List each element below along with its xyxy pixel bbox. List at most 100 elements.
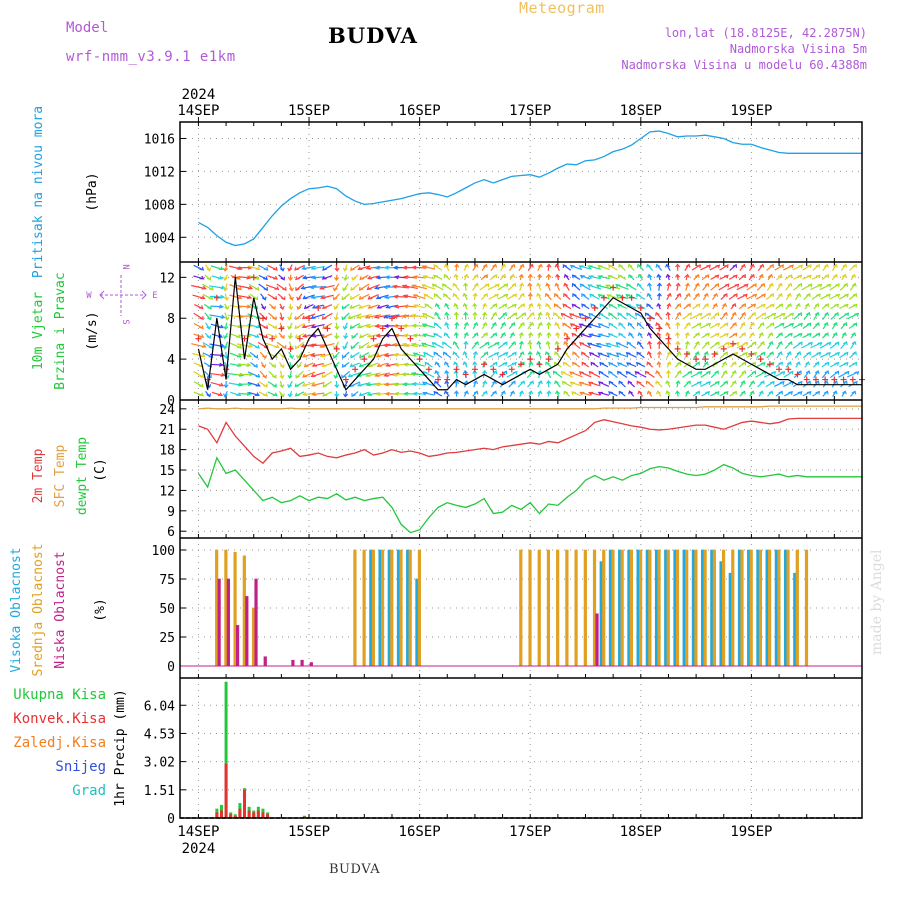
wind-arrow	[556, 341, 560, 350]
wind-arrowhead	[431, 283, 437, 288]
wind-arrowhead	[590, 303, 596, 308]
wind-arrowhead	[578, 323, 584, 328]
wind-arrowhead	[246, 362, 252, 367]
wind-arrowhead	[494, 293, 499, 298]
wind-arrowhead	[714, 312, 720, 317]
wind-arrowhead	[375, 295, 381, 300]
wind-arrowhead	[367, 295, 373, 300]
wind-arrowhead	[581, 351, 586, 356]
wind-arrowhead	[263, 392, 268, 397]
wind-arrowhead	[795, 302, 801, 307]
wind-arrowhead	[824, 370, 830, 375]
wind-arrowhead	[343, 335, 349, 340]
wind-arrowhead	[303, 305, 309, 310]
cloud-mid-bar	[666, 549, 670, 667]
wind-arrowhead	[852, 303, 858, 308]
cloud-mid-bar	[528, 549, 532, 667]
wind-arrowhead	[741, 303, 746, 308]
cloud-low-bar	[300, 659, 304, 667]
wind-arrowhead	[844, 293, 849, 298]
precip-conv-bar	[233, 816, 237, 818]
wind-arrowhead	[637, 273, 643, 278]
wind-arrowhead	[555, 331, 561, 336]
wind-arrowhead	[797, 312, 803, 317]
wind-arrowhead	[207, 305, 212, 310]
wind-arrowhead	[587, 265, 593, 270]
wind-arrowhead	[410, 372, 417, 377]
wind-gust-marker	[554, 345, 561, 352]
wind-arrowhead	[271, 364, 276, 368]
wind-arrowhead	[453, 302, 459, 307]
wind-arrowhead	[263, 266, 269, 271]
cloud-low-label: Niska Oblacnost	[53, 551, 68, 668]
wind-arrowhead	[383, 314, 389, 319]
wind-arrowhead	[483, 292, 489, 297]
wind-arrowhead	[301, 315, 307, 320]
wind-arrowhead	[294, 325, 300, 330]
wind-arrowhead	[581, 293, 586, 298]
wind-arrow	[658, 293, 661, 300]
wind-arrowhead	[322, 392, 328, 397]
wind-arrowhead	[655, 370, 661, 375]
wind-arrowhead	[714, 332, 720, 337]
wind-arrowhead	[771, 312, 777, 317]
wind-arrowhead	[636, 322, 642, 327]
wind-arrowhead	[714, 391, 720, 396]
wind-gust-marker	[398, 325, 405, 332]
wind-arrow	[237, 295, 252, 299]
wind-arrowhead	[383, 353, 390, 358]
wind-arrowhead	[713, 292, 719, 297]
wind-arrow	[667, 341, 670, 349]
cloud-mid-label: Srednja Oblacnost	[31, 543, 46, 676]
wind-arrowhead	[484, 283, 490, 288]
wind-arrowhead	[617, 303, 623, 308]
wind-arrowhead	[246, 353, 253, 358]
temp-2m-line	[198, 417, 862, 465]
wind-gust-marker	[444, 376, 451, 383]
wind-arrowhead	[814, 361, 820, 366]
clouds-ytick-label: 25	[159, 631, 175, 646]
wind-arrowhead	[777, 273, 783, 278]
wind-arrowhead	[618, 332, 623, 337]
wind-arrowhead	[358, 304, 364, 309]
wind-gust-marker	[628, 294, 635, 301]
wind-arrowhead	[519, 351, 525, 356]
wind-arrowhead	[483, 351, 489, 356]
wind-arrowhead	[646, 332, 652, 337]
wind-arrowhead	[704, 341, 710, 346]
wind-arrowhead	[579, 283, 585, 288]
wind-arrowhead	[401, 382, 408, 387]
wind-arrowhead	[444, 380, 450, 385]
wind-arrowhead	[359, 334, 364, 339]
wind-arrowhead	[519, 340, 525, 345]
wind-arrowhead	[752, 283, 757, 288]
wind-arrowhead	[199, 392, 205, 397]
wind-arrow	[365, 314, 382, 319]
wind-arrowhead	[503, 293, 509, 298]
wind-arrowhead	[834, 312, 839, 317]
wind-arrowhead	[597, 352, 603, 357]
wind-arrowhead	[562, 322, 567, 327]
wind-arrowhead	[321, 275, 327, 280]
wind-arrowhead	[749, 332, 755, 337]
wind-arrowhead	[247, 295, 253, 300]
wind-arrowhead	[777, 282, 783, 287]
wind-arrowhead	[779, 322, 785, 327]
precip-conv-bar	[256, 810, 260, 818]
wind-arrowhead	[734, 283, 740, 288]
wind-gust-marker	[619, 294, 626, 301]
wind-gust-marker	[665, 335, 672, 342]
wind-arrowhead	[636, 282, 642, 287]
wind-gust-marker	[315, 305, 322, 311]
wind-arrowhead	[411, 284, 417, 289]
wind-arrowhead	[618, 274, 623, 279]
wind-arrowhead	[527, 282, 533, 287]
wind-arrowhead	[521, 312, 526, 317]
wind-arrowhead	[798, 322, 803, 327]
wind-gust-marker	[213, 294, 220, 301]
wind-gust-marker	[600, 294, 607, 301]
wind-arrowhead	[421, 323, 427, 328]
wind-arrowhead	[732, 263, 738, 268]
wind-gust-marker	[766, 361, 773, 368]
wind-arrowhead	[569, 371, 575, 376]
